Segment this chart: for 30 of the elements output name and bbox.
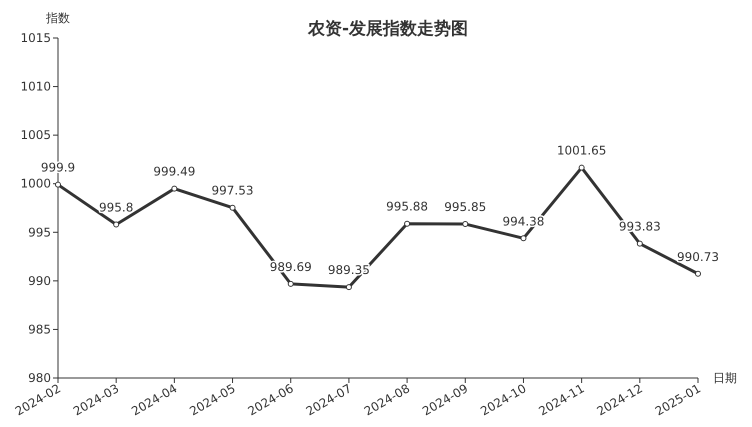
- point: [636, 240, 643, 247]
- y-tick-label: 980: [28, 371, 51, 385]
- data-label: 990.73: [677, 250, 719, 264]
- point: [404, 220, 410, 227]
- point: [230, 204, 236, 211]
- point: [346, 284, 352, 290]
- point: [288, 280, 294, 287]
- y-tick-label: 1010: [20, 80, 51, 94]
- point: [520, 235, 526, 242]
- point: [55, 182, 61, 188]
- y-tick-label: 990: [28, 274, 51, 288]
- y-tick-label: 1000: [20, 176, 51, 191]
- y-tick-label: 985: [28, 322, 51, 336]
- chart-title: 农资-发展指数走势图: [306, 19, 468, 39]
- data-label: 1001.65: [556, 144, 606, 158]
- data-label: 995.8: [99, 200, 134, 215]
- y-tick-label: 1015: [20, 31, 51, 45]
- point: [578, 164, 585, 171]
- point: [462, 221, 468, 228]
- point: [171, 186, 178, 192]
- data-label: 997.53: [212, 184, 254, 198]
- point: [695, 270, 701, 277]
- point: [113, 222, 120, 228]
- y-axis-title: 指数: [45, 11, 70, 25]
- data-label: 999.49: [153, 164, 196, 179]
- x-axis-title: 日期: [713, 371, 737, 385]
- y-tick-label: 995: [28, 225, 51, 240]
- y-tick-label: 1005: [20, 128, 51, 142]
- data-label: 995.85: [444, 200, 486, 214]
- data-label: 995.88: [386, 200, 428, 214]
